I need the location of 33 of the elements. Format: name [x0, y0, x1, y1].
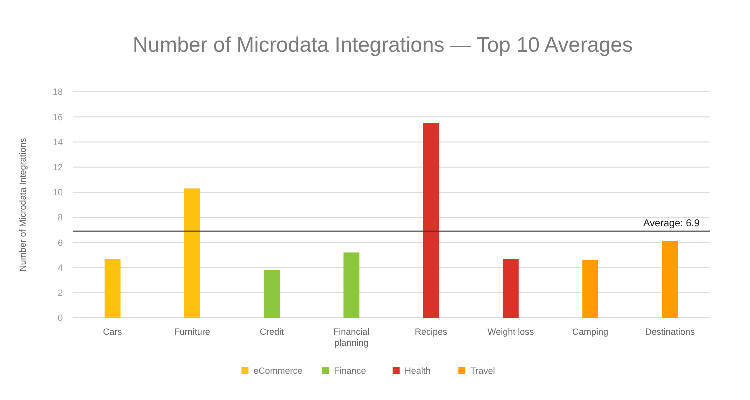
y-axis-title: Number of Microdata Integrations [18, 138, 28, 272]
bar [582, 260, 599, 318]
x-tick-label: Recipes [415, 327, 448, 337]
ref-line-label: Average: 6.9 [643, 218, 700, 230]
bar [184, 188, 200, 318]
x-tick-label: Furniture [174, 327, 210, 337]
bar [344, 252, 360, 318]
y-tick-label: 8 [58, 212, 63, 223]
y-tick-label: 10 [52, 188, 63, 198]
y-tick-label: 0 [58, 313, 63, 324]
bar [264, 270, 280, 318]
bar [502, 258, 519, 318]
y-tick-label: 16 [52, 112, 63, 122]
bar [423, 123, 440, 318]
chart-title: Number of Microdata Integrations — Top 10 Averages [132, 34, 634, 57]
y-tick-label: 6 [58, 238, 63, 248]
y-tick-label: 14 [52, 137, 63, 148]
x-tick-label: Weight loss [488, 327, 535, 337]
x-tick-label: Cars [103, 327, 123, 337]
legend-label: Finance [334, 366, 366, 376]
bar [662, 241, 678, 318]
y-tick-label: 4 [58, 262, 63, 273]
legend-label: Travel [470, 366, 496, 376]
legend-label: eCommerce [254, 366, 303, 376]
x-tick-label: Camping [572, 327, 609, 337]
x-tick-label: Financial planning [334, 327, 370, 348]
y-tick-label: 2 [58, 288, 63, 298]
x-tick-label: Destinations [645, 327, 696, 337]
y-tick-label: 18 [52, 87, 63, 98]
y-tick-label: 12 [52, 162, 63, 172]
x-tick-label: Credit [260, 327, 285, 337]
bar [104, 258, 121, 318]
legend-label: Health [404, 366, 431, 376]
